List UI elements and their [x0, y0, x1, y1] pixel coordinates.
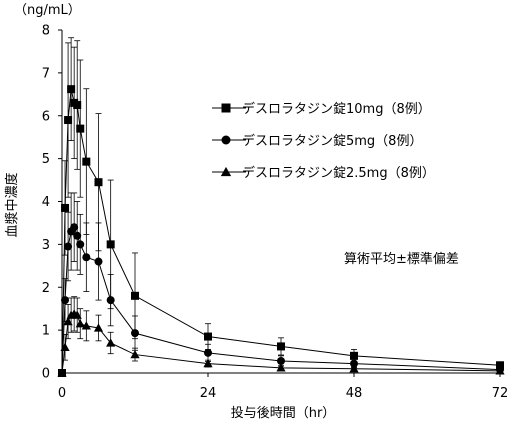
y-tick-label: 8 [42, 24, 50, 39]
data-point [496, 361, 504, 370]
data-point [70, 223, 79, 232]
data-point [67, 85, 76, 94]
data-point [203, 358, 213, 368]
data-point [349, 364, 359, 373]
data-point [82, 157, 91, 166]
data-point [64, 242, 73, 251]
y-unit-label: （ng/mL） [14, 3, 81, 18]
data-point [495, 366, 505, 375]
plot-area [57, 37, 505, 377]
legend-label: デスロラタジン錠2.5mg（8例） [242, 165, 435, 181]
data-point [76, 124, 85, 133]
data-point [131, 291, 139, 300]
legend: デスロラタジン錠10mg（8例） デスロラタジン錠5mg（8例） デスロラタジン錠2… [212, 101, 435, 181]
x-tick-label: 48 [346, 386, 363, 401]
series-line [61, 89, 501, 374]
data-point [75, 319, 85, 328]
y-tick-label: 5 [42, 152, 50, 167]
data-point [73, 101, 82, 110]
data-point [277, 356, 285, 365]
legend-label: デスロラタジン錠10mg（8例） [242, 101, 431, 117]
y-tick-label: 3 [42, 238, 50, 253]
data-point [63, 316, 73, 326]
data-point [350, 351, 358, 360]
legend-item-square: デスロラタジン錠10mg（8例） [212, 101, 431, 117]
y-tick-label: 0 [42, 367, 50, 382]
statistics-note: 算術平均±標準偏差 [344, 251, 459, 267]
axes: 0 1 2 3 4 5 6 7 8 0 24 48 72 [42, 24, 509, 402]
x-tick-label: 0 [58, 386, 66, 401]
data-point [94, 257, 103, 266]
data-point [131, 329, 139, 338]
data-point [106, 338, 116, 347]
x-tick-label: 72 [492, 386, 509, 401]
series-triangle [57, 296, 505, 377]
data-point [57, 368, 67, 377]
data-point [72, 310, 82, 319]
data-point [106, 240, 115, 249]
data-point [350, 359, 358, 368]
data-point [61, 203, 70, 212]
legend-item-triangle: デスロラタジン錠2.5mg（8例） [212, 165, 435, 181]
data-point [64, 116, 73, 125]
data-point [204, 332, 212, 341]
data-point [106, 296, 115, 305]
data-point [93, 323, 104, 332]
data-point [94, 178, 103, 187]
series-square [58, 37, 504, 377]
data-point [130, 349, 140, 359]
legend-marker [221, 103, 231, 113]
legend-marker [221, 135, 231, 145]
data-point [60, 342, 70, 351]
y-axis-title: 血漿中濃度 [4, 172, 20, 237]
y-tick-label: 7 [42, 66, 50, 81]
legend-marker [220, 166, 232, 177]
legend-label: デスロラタジン錠5mg（8例） [242, 133, 422, 149]
y-tick-label: 2 [42, 281, 50, 296]
series-circle [58, 192, 504, 377]
y-tick-label: 1 [42, 324, 50, 339]
data-point [204, 348, 212, 357]
legend-item-circle: デスロラタジン錠5mg（8例） [212, 133, 422, 149]
y-tick-label: 6 [42, 109, 50, 124]
data-point [73, 231, 82, 240]
x-tick-label: 24 [200, 386, 217, 401]
data-point [81, 321, 91, 330]
data-point [277, 342, 285, 351]
data-point [276, 363, 286, 372]
data-point [82, 253, 91, 262]
data-point [76, 240, 85, 249]
y-tick-label: 4 [42, 195, 50, 210]
x-axis-title: 投与後時間（hr） [231, 405, 336, 421]
data-point [61, 296, 70, 305]
